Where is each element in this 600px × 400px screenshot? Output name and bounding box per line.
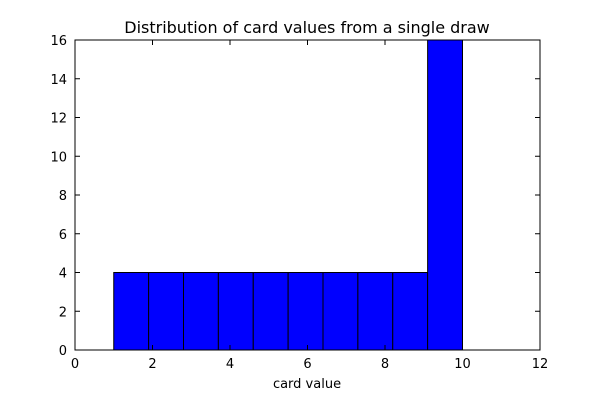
histogram-bar	[427, 39, 463, 351]
y-tick-label: 0	[59, 344, 67, 359]
x-tick-label: 2	[148, 357, 156, 372]
x-tick-label: 10	[454, 357, 471, 372]
x-tick-label: 0	[71, 357, 79, 372]
histogram-bar	[357, 272, 394, 351]
bars-group	[113, 39, 463, 351]
histogram-bar	[392, 272, 429, 351]
ticks-group: 0 2 4 6 8 10 12 0 2 4 6 8 10 12 14 16	[50, 34, 548, 372]
y-tick-label: 2	[59, 305, 67, 320]
y-tick-label: 12	[50, 112, 67, 127]
histogram-bar	[252, 272, 289, 351]
y-tick-label: 16	[50, 34, 67, 49]
histogram-bar	[217, 272, 254, 351]
histogram-bar	[113, 272, 150, 351]
histogram-bar	[148, 272, 184, 351]
plot-frame	[74, 39, 541, 351]
y-tick-label: 6	[59, 228, 67, 243]
x-tick-label: 6	[303, 357, 311, 372]
x-tick-label: 12	[532, 357, 549, 372]
histogram-bar	[183, 272, 219, 351]
histogram-bar	[287, 272, 324, 351]
chart-title: Distribution of card values from a singl…	[124, 18, 490, 37]
x-tick-label: 4	[226, 357, 234, 372]
y-tick-label: 10	[50, 150, 67, 165]
histogram-bar	[322, 272, 359, 351]
y-tick-label: 8	[59, 189, 67, 204]
y-tick-label: 14	[50, 73, 67, 88]
x-axis-title: card value	[273, 377, 341, 392]
y-tick-label: 4	[59, 267, 67, 282]
x-tick-label: 8	[381, 357, 389, 372]
